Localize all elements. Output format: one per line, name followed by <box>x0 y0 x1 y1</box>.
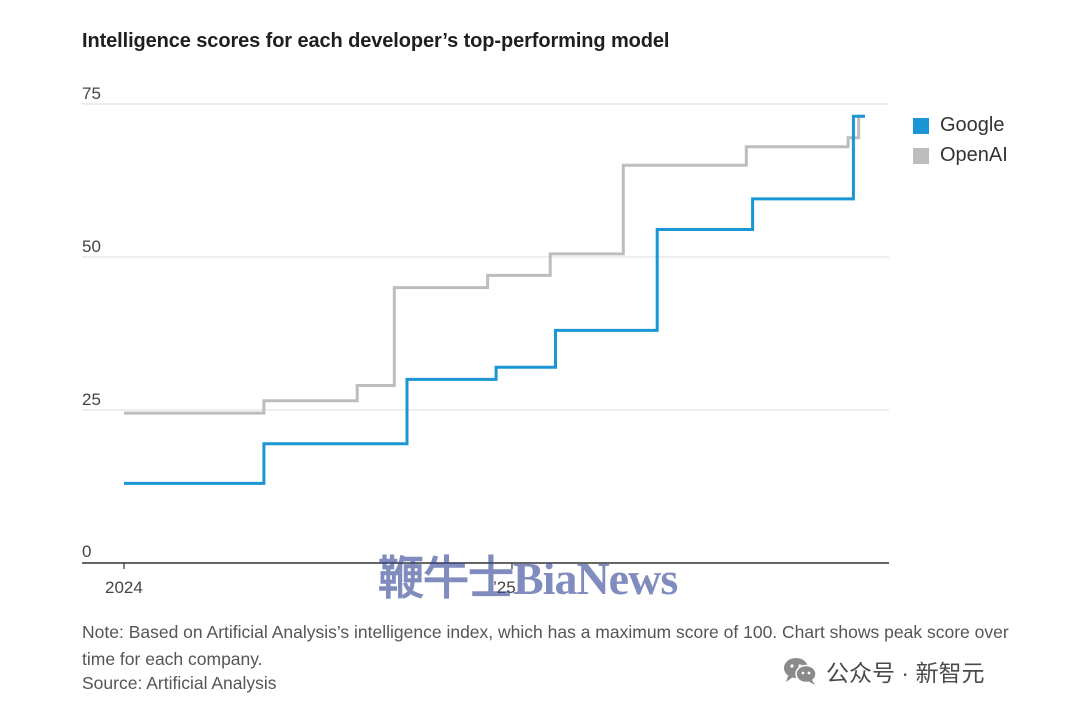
legend-swatch-google <box>913 117 929 134</box>
x-tick-label-0: 2024 <box>105 578 143 597</box>
y-tick-label-0: 0 <box>82 542 91 561</box>
watermark-bianews: 鞭牛士BiaNews <box>378 553 678 604</box>
wechat-icon <box>784 658 817 685</box>
chart-title: Intelligence scores for each developer’s… <box>82 30 670 52</box>
legend-label-openai: OpenAI <box>940 144 1008 166</box>
y-tick-label-50: 50 <box>82 237 101 256</box>
y-tick-label-75: 75 <box>82 84 101 103</box>
series-line-google <box>124 114 865 485</box>
legend-swatch-openai <box>913 147 929 164</box>
watermark-wechat-text: 公众号 · 新智元 <box>826 660 985 686</box>
legend-item-google: Google <box>913 114 1005 137</box>
legend-label-google: Google <box>940 114 1005 136</box>
watermark-wechat: 公众号 · 新智元 <box>782 654 984 688</box>
chart-note: Note: Based on Artificial Analysis’s int… <box>82 622 1009 669</box>
x-tick-label-1: ’25 <box>493 578 516 597</box>
series-line-openai <box>124 114 865 415</box>
legend-item-openai: OpenAI <box>913 144 1008 167</box>
chart-source: Source: Artificial Analysis <box>82 673 277 693</box>
y-tick-label-25: 25 <box>82 390 101 409</box>
